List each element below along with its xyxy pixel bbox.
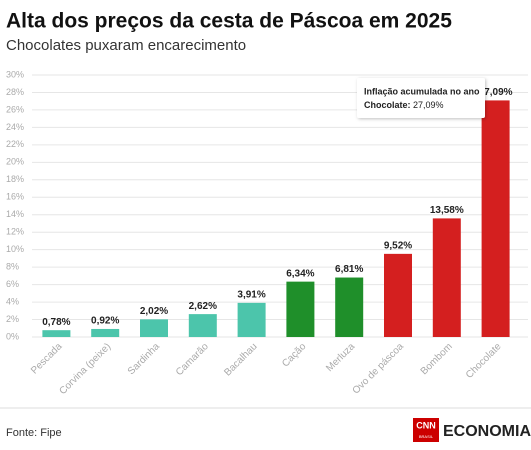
tooltip-title: Inflação acumulada no ano — [364, 86, 480, 96]
y-tick-label: 22% — [6, 139, 24, 149]
x-tick-label: Bombom — [419, 341, 455, 377]
bar — [335, 277, 364, 337]
x-tick-label: Sardinha — [126, 341, 162, 377]
x-tick-label: Merluza — [324, 341, 357, 374]
value-label: 3,91% — [237, 289, 265, 300]
x-tick-label: Bacalhau — [222, 341, 259, 378]
y-tick-label: 26% — [6, 104, 24, 114]
value-label: 2,62% — [189, 301, 217, 312]
x-tick-label: Camarão — [174, 341, 211, 378]
bar — [384, 253, 412, 337]
y-tick-label: 8% — [6, 262, 19, 272]
value-label: 0,92% — [91, 316, 119, 327]
y-tick-label: 12% — [6, 227, 24, 237]
y-tick-label: 14% — [6, 209, 24, 219]
logo-section: ECONOMIA — [443, 423, 531, 440]
y-tick-label: 10% — [6, 244, 24, 254]
value-label: 2,02% — [140, 306, 168, 317]
tooltip-text: Chocolate: 27,09% — [364, 100, 444, 110]
plot-area: 0% 2% 4% 6% 8% 10% 12% 14% 16% 18% 20% 22% 24% 26% 28%… — [6, 69, 528, 397]
value-label: 9,52% — [384, 240, 412, 251]
logo-sub: BRASIL — [419, 434, 434, 439]
logo-cnn: CNN — [416, 420, 436, 430]
tooltip-value: 27,09% — [413, 100, 444, 110]
bar — [42, 330, 71, 337]
y-tick-label: 20% — [6, 157, 24, 167]
y-tick-label: 16% — [6, 192, 24, 202]
y-tick-label: 0% — [6, 331, 19, 341]
value-label: 27,09% — [479, 87, 513, 98]
x-tick-label: Corvina (peixe) — [57, 341, 113, 397]
bar — [188, 314, 217, 337]
bar — [286, 281, 315, 337]
value-label: 0,78% — [42, 317, 70, 328]
bar — [432, 218, 461, 337]
source: Fonte: Fipe — [6, 427, 62, 439]
y-tick-label: 6% — [6, 279, 19, 289]
y-tick-label: 4% — [6, 296, 19, 306]
x-tick-label: Ovo de páscoa — [351, 341, 407, 397]
x-tick-label: Cação — [280, 341, 309, 370]
bar — [140, 319, 168, 337]
tooltip-box — [357, 78, 485, 118]
value-label: 6,81% — [335, 264, 363, 275]
y-tick-label: 30% — [6, 69, 24, 79]
tooltip-label: Chocolate: — [364, 100, 411, 110]
bar — [481, 100, 510, 337]
y-tick-label: 28% — [6, 87, 24, 97]
value-label: 13,58% — [430, 205, 464, 216]
value-label: 6,34% — [286, 268, 314, 279]
chart-subtitle: Chocolates puxaram encarecimento — [6, 37, 246, 54]
chart-title: Alta dos preços da cesta de Páscoa em 20… — [6, 10, 452, 33]
bar — [91, 328, 120, 337]
x-tick-label: Pescada — [29, 341, 65, 377]
x-tick-label: Chocolate — [464, 341, 504, 381]
y-tick-label: 2% — [6, 314, 19, 324]
bar — [237, 302, 266, 337]
logo-mark — [413, 418, 439, 442]
y-tick-label: 24% — [6, 122, 24, 132]
y-tick-label: 18% — [6, 174, 24, 184]
tooltip: Inflação acumulada no ano Chocolate: 27,… — [357, 78, 485, 118]
